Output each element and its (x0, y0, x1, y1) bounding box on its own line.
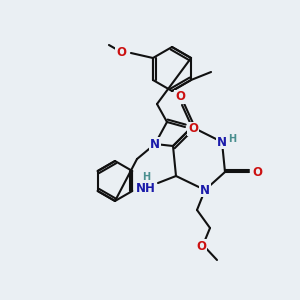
Text: O: O (116, 46, 126, 59)
Text: O: O (188, 122, 198, 136)
Text: NH: NH (136, 182, 156, 194)
Text: O: O (196, 239, 206, 253)
Text: H: H (142, 172, 150, 182)
Text: N: N (217, 136, 227, 148)
Text: N: N (150, 137, 160, 151)
Text: N: N (200, 184, 210, 196)
Text: O: O (175, 91, 185, 103)
Text: O: O (252, 166, 262, 178)
Text: H: H (228, 134, 236, 144)
